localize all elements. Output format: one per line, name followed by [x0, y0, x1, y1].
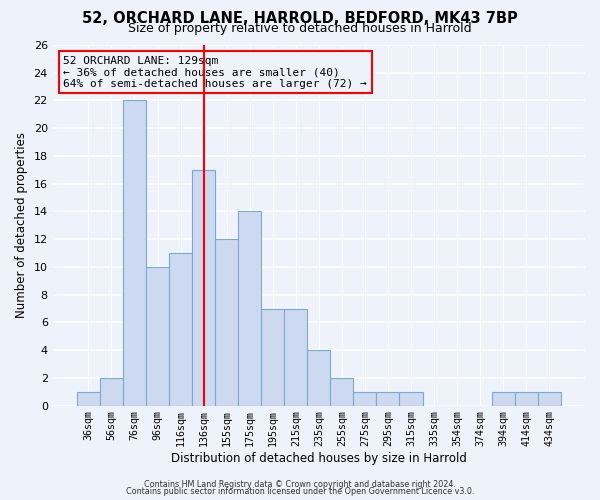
Bar [515, 392, 538, 406]
Bar [353, 392, 376, 406]
Text: Contains HM Land Registry data © Crown copyright and database right 2024.: Contains HM Land Registry data © Crown c… [144, 480, 456, 489]
Bar [307, 350, 331, 406]
Bar [284, 308, 307, 406]
Y-axis label: Number of detached properties: Number of detached properties [15, 132, 28, 318]
Bar [215, 239, 238, 406]
Bar [123, 100, 146, 406]
Text: Contains public sector information licensed under the Open Government Licence v3: Contains public sector information licen… [126, 487, 474, 496]
Bar [100, 378, 123, 406]
Bar [192, 170, 215, 406]
Bar [238, 212, 261, 406]
Text: 52 ORCHARD LANE: 129sqm
← 36% of detached houses are smaller (40)
64% of semi-de: 52 ORCHARD LANE: 129sqm ← 36% of detache… [64, 56, 367, 89]
Bar [146, 267, 169, 406]
Bar [169, 253, 192, 406]
Bar [538, 392, 561, 406]
Bar [77, 392, 100, 406]
Text: 52, ORCHARD LANE, HARROLD, BEDFORD, MK43 7BP: 52, ORCHARD LANE, HARROLD, BEDFORD, MK43… [82, 11, 518, 26]
Text: Size of property relative to detached houses in Harrold: Size of property relative to detached ho… [128, 22, 472, 35]
Bar [261, 308, 284, 406]
Bar [491, 392, 515, 406]
Bar [331, 378, 353, 406]
Bar [400, 392, 422, 406]
Bar [376, 392, 400, 406]
X-axis label: Distribution of detached houses by size in Harrold: Distribution of detached houses by size … [171, 452, 467, 465]
